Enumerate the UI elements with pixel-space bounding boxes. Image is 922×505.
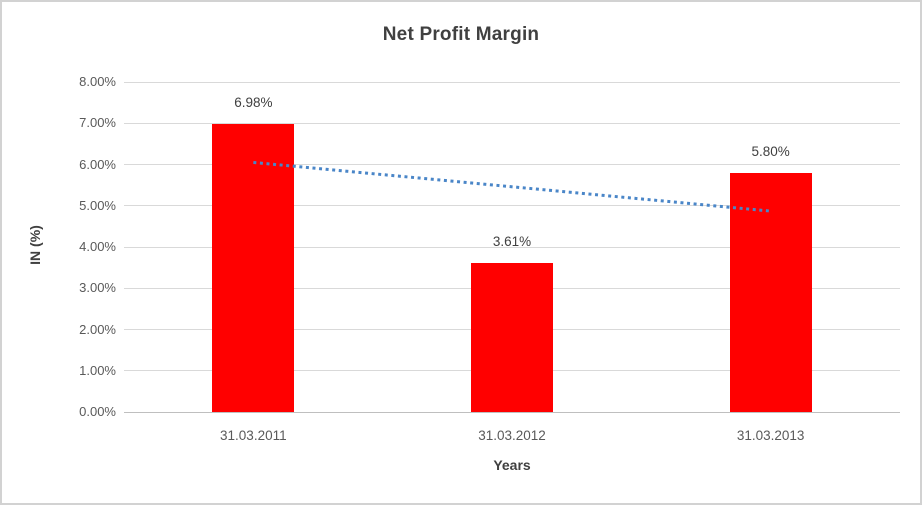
y-axis-title: IN (%) xyxy=(27,225,43,265)
y-tick-label: 1.00% xyxy=(79,362,116,378)
y-tick-label: 5.00% xyxy=(79,197,116,213)
y-tick-label: 7.00% xyxy=(79,115,116,131)
chart-title: Net Profit Margin xyxy=(382,24,540,45)
y-tick-label: 4.00% xyxy=(79,239,116,254)
x-tick-label: 31.03.2012 xyxy=(478,428,546,443)
plot-area: 6.98% 3.61% 5.80% xyxy=(124,81,900,413)
bar-data-label: 5.80% xyxy=(751,143,790,159)
gridline xyxy=(124,81,900,83)
bar xyxy=(212,124,295,412)
y-tick-label: 6.00% xyxy=(79,156,116,172)
x-axis-title: Years xyxy=(493,457,531,473)
y-tick-label: 8.00% xyxy=(79,74,116,89)
y-tick-label: 0.00% xyxy=(79,404,116,419)
x-tick-label: 31.03.2013 xyxy=(736,428,805,443)
y-tick-label: 2.00% xyxy=(79,321,116,337)
bar-data-label: 6.98% xyxy=(234,95,273,111)
x-tick-label: 31.03.2011 xyxy=(220,428,287,443)
bar xyxy=(729,172,812,412)
bar xyxy=(471,263,553,412)
bar-data-label: 3.61% xyxy=(492,234,532,250)
y-tick-label: 3.00% xyxy=(79,280,116,296)
